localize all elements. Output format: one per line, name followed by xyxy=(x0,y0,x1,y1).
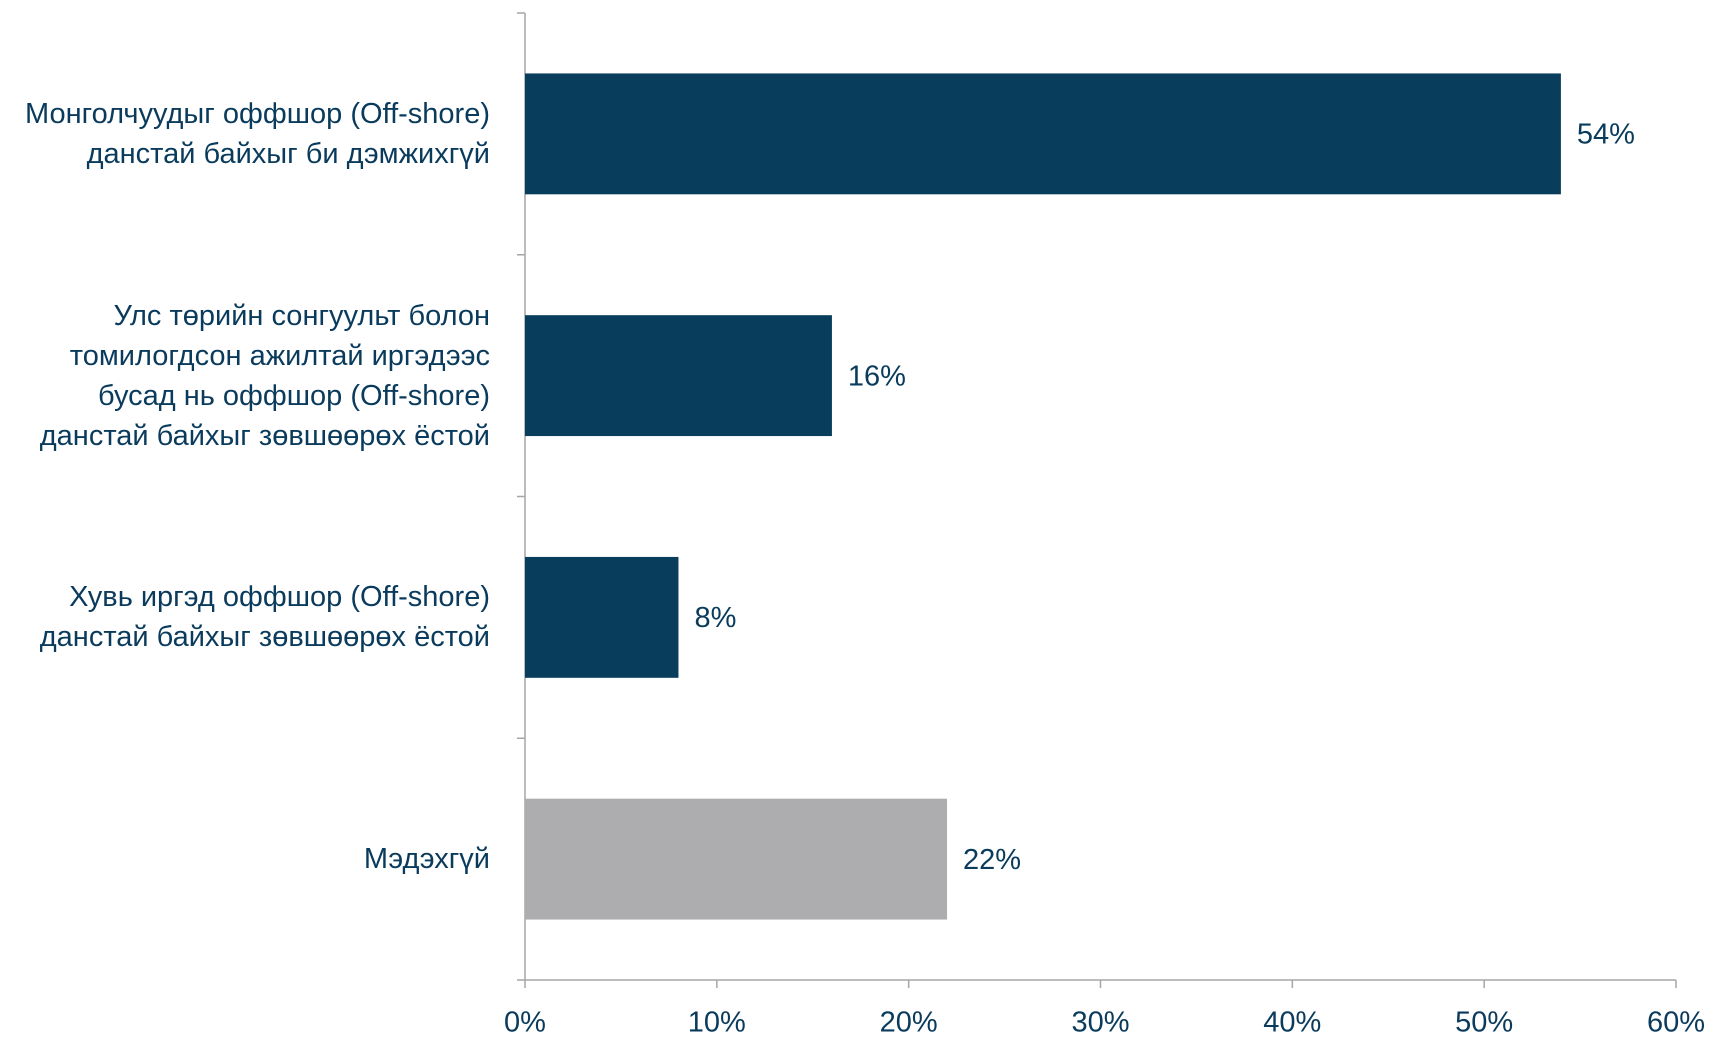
bar xyxy=(525,798,948,920)
data-label: 22% xyxy=(963,844,1021,876)
category-text: Мэдэхгүй xyxy=(363,843,490,876)
category-text: Улс төрийн сонгуульт болон томилогдсон а… xyxy=(39,299,490,452)
x-tick-label: 10% xyxy=(688,1007,746,1039)
category-label: Мэдэхгүй xyxy=(8,738,490,980)
category-text: Хувь иргэд оффшор (Off-shore) данстай ба… xyxy=(39,581,490,654)
data-label: 16% xyxy=(848,360,906,392)
x-tick-label: 60% xyxy=(1647,1007,1705,1039)
bar xyxy=(525,73,1561,195)
category-label: Улс төрийн сонгуульт болон томилогдсон а… xyxy=(8,255,490,497)
category-label: Хувь иргэд оффшор (Off-shore) данстай ба… xyxy=(8,497,490,739)
category-label: Монголчуудыг оффшор (Off-shore) данстай … xyxy=(8,13,490,255)
x-tick-label: 40% xyxy=(1263,1007,1321,1039)
data-label: 54% xyxy=(1577,119,1635,151)
category-text: Монголчуудыг оффшор (Off-shore) данстай … xyxy=(25,97,490,170)
x-tick-label: 20% xyxy=(880,1007,938,1039)
x-tick-label: 0% xyxy=(504,1007,546,1039)
x-tick-label: 30% xyxy=(1071,1007,1129,1039)
bar xyxy=(525,315,832,437)
data-label: 8% xyxy=(694,602,736,634)
x-tick-label: 50% xyxy=(1455,1007,1513,1039)
bar xyxy=(525,556,679,678)
